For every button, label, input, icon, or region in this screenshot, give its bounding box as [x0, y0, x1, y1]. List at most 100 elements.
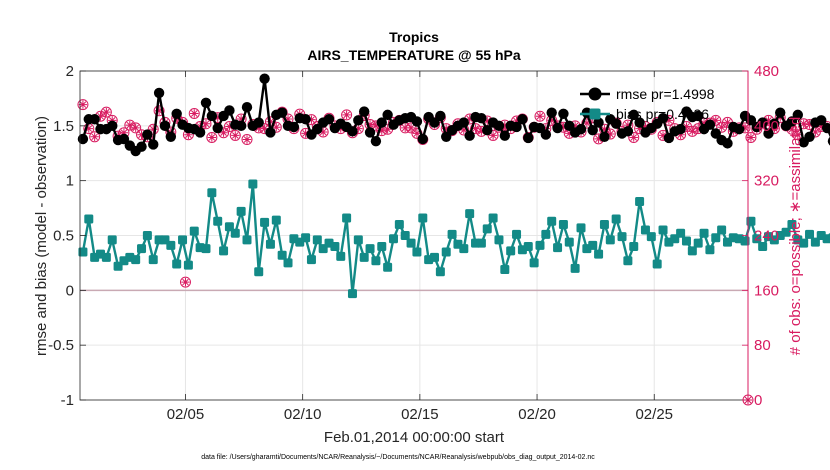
obs-point-12-star	[149, 125, 158, 134]
obs-point-45-ring	[341, 109, 353, 121]
legend-bias-label: bias pr=0.4336	[616, 106, 709, 122]
obs-point-114	[745, 131, 757, 143]
obs-point-70-ring	[487, 129, 499, 141]
obs-point-19-star	[190, 109, 199, 118]
obs-point-96-star	[641, 122, 650, 131]
rmse-point-32	[265, 127, 276, 138]
rmse-point-112	[734, 123, 745, 135]
bias-point-50	[371, 256, 381, 266]
rmse-series	[77, 73, 830, 157]
obs-point-8	[124, 119, 136, 131]
rmse-point-86	[581, 107, 593, 118]
rmse-point-57	[411, 116, 423, 127]
rmse-point-27	[235, 120, 247, 132]
obs-point-13-ring	[153, 105, 165, 117]
obs-point-72-star	[500, 120, 510, 130]
rmse-point-99	[657, 112, 669, 124]
bias-point-109	[717, 225, 727, 235]
obs-point-121-star	[787, 125, 797, 134]
obs-point-114-ring	[745, 131, 757, 143]
y-tick-label-6: 2	[66, 63, 74, 80]
obs-point-86-star	[582, 118, 592, 128]
rmse-point-58	[417, 133, 428, 145]
obs-point-35-star	[283, 114, 293, 124]
obs-point-122-star	[793, 130, 803, 139]
rmse-point-38	[300, 114, 311, 125]
obs-point-27-star	[236, 114, 246, 124]
obs-point-28-ring	[241, 134, 253, 146]
obs-point-55-star	[401, 123, 410, 133]
rmse-point-30	[253, 117, 264, 128]
obs-point-103-star	[682, 122, 691, 131]
obs-point-22-star	[207, 133, 217, 142]
obs-point-22	[206, 131, 218, 143]
obs-point-9-star	[131, 123, 140, 133]
bias-point-98	[652, 259, 662, 269]
bias-point-63	[447, 229, 457, 239]
bias-point-30	[254, 267, 264, 277]
obs-point-93-star	[623, 120, 633, 130]
obs-point-105-star	[693, 124, 703, 133]
obs-point-95-star	[635, 124, 644, 133]
obs-point-10-star	[137, 130, 146, 139]
obs-point-62-star	[442, 124, 451, 133]
bias-point-61	[435, 267, 445, 277]
rmse-point-14	[159, 120, 171, 132]
bias-point-84	[570, 263, 580, 273]
rmse-point-16	[171, 108, 182, 119]
rmse-point-119	[775, 107, 786, 118]
rmse-point-118	[769, 118, 780, 129]
obs-point-70	[487, 129, 499, 141]
bias-point-31	[260, 217, 270, 227]
bias-point-99	[658, 225, 668, 235]
obs-point-18-star	[184, 130, 193, 139]
rmse-point-72	[499, 130, 511, 141]
bias-point-28	[242, 235, 252, 245]
bias-point-27	[236, 206, 246, 216]
bias-point-19	[189, 226, 199, 236]
bias-point-76	[523, 241, 533, 251]
bias-point-88	[594, 249, 604, 259]
rmse-point-127	[821, 122, 830, 134]
rmse-point-122	[792, 109, 804, 121]
x-tick-label-3: 02/20	[518, 406, 556, 423]
bias-point-5	[107, 235, 117, 245]
bias-point-71	[494, 235, 504, 245]
bias-point-24	[219, 246, 229, 256]
bias-point-106	[699, 228, 709, 238]
rmse-point-0	[77, 133, 89, 145]
data-file-note: data file: /Users/gharamti/Documents/NCA…	[201, 454, 595, 461]
obs-point-45-star	[342, 110, 351, 120]
rmse-point-91	[610, 118, 622, 129]
obs-point-79-star	[541, 124, 551, 133]
bias-point-12	[148, 255, 158, 265]
obs-point-21-star	[201, 119, 211, 128]
bias-point-22	[207, 188, 217, 198]
y-axis-right-ticks: 0 80 160 240 320 400 480	[742, 63, 779, 409]
bias-point-53	[388, 234, 398, 244]
bias-point-97	[646, 232, 656, 242]
bias-point-93	[623, 256, 633, 266]
bias-point-123	[799, 238, 809, 248]
obs-point-114-star	[746, 133, 756, 142]
bias-point-55	[400, 231, 410, 240]
bias-point-104	[687, 246, 697, 256]
bias-point-127	[822, 234, 830, 244]
obs-point-80-star	[547, 116, 556, 125]
obs-point-78-star	[535, 112, 545, 121]
obs-point-104	[686, 125, 698, 137]
y-tick-label-4: 1	[66, 173, 74, 190]
obs-point-126-star	[817, 122, 826, 131]
rmse-point-21	[200, 97, 212, 109]
bias-point-35	[283, 258, 293, 268]
obs-point-22-ring	[206, 131, 218, 143]
obs-point-5-star	[108, 116, 117, 125]
obs-point-104-star	[688, 127, 697, 136]
x-tick-label-2: 02/15	[401, 406, 439, 423]
bias-point-40	[312, 235, 322, 245]
rmse-point-94	[628, 109, 639, 121]
rmse-point-15	[165, 131, 177, 142]
rmse-point-124	[804, 131, 815, 142]
obs-point-7-star	[119, 128, 129, 137]
rmse-point-116	[757, 117, 768, 128]
